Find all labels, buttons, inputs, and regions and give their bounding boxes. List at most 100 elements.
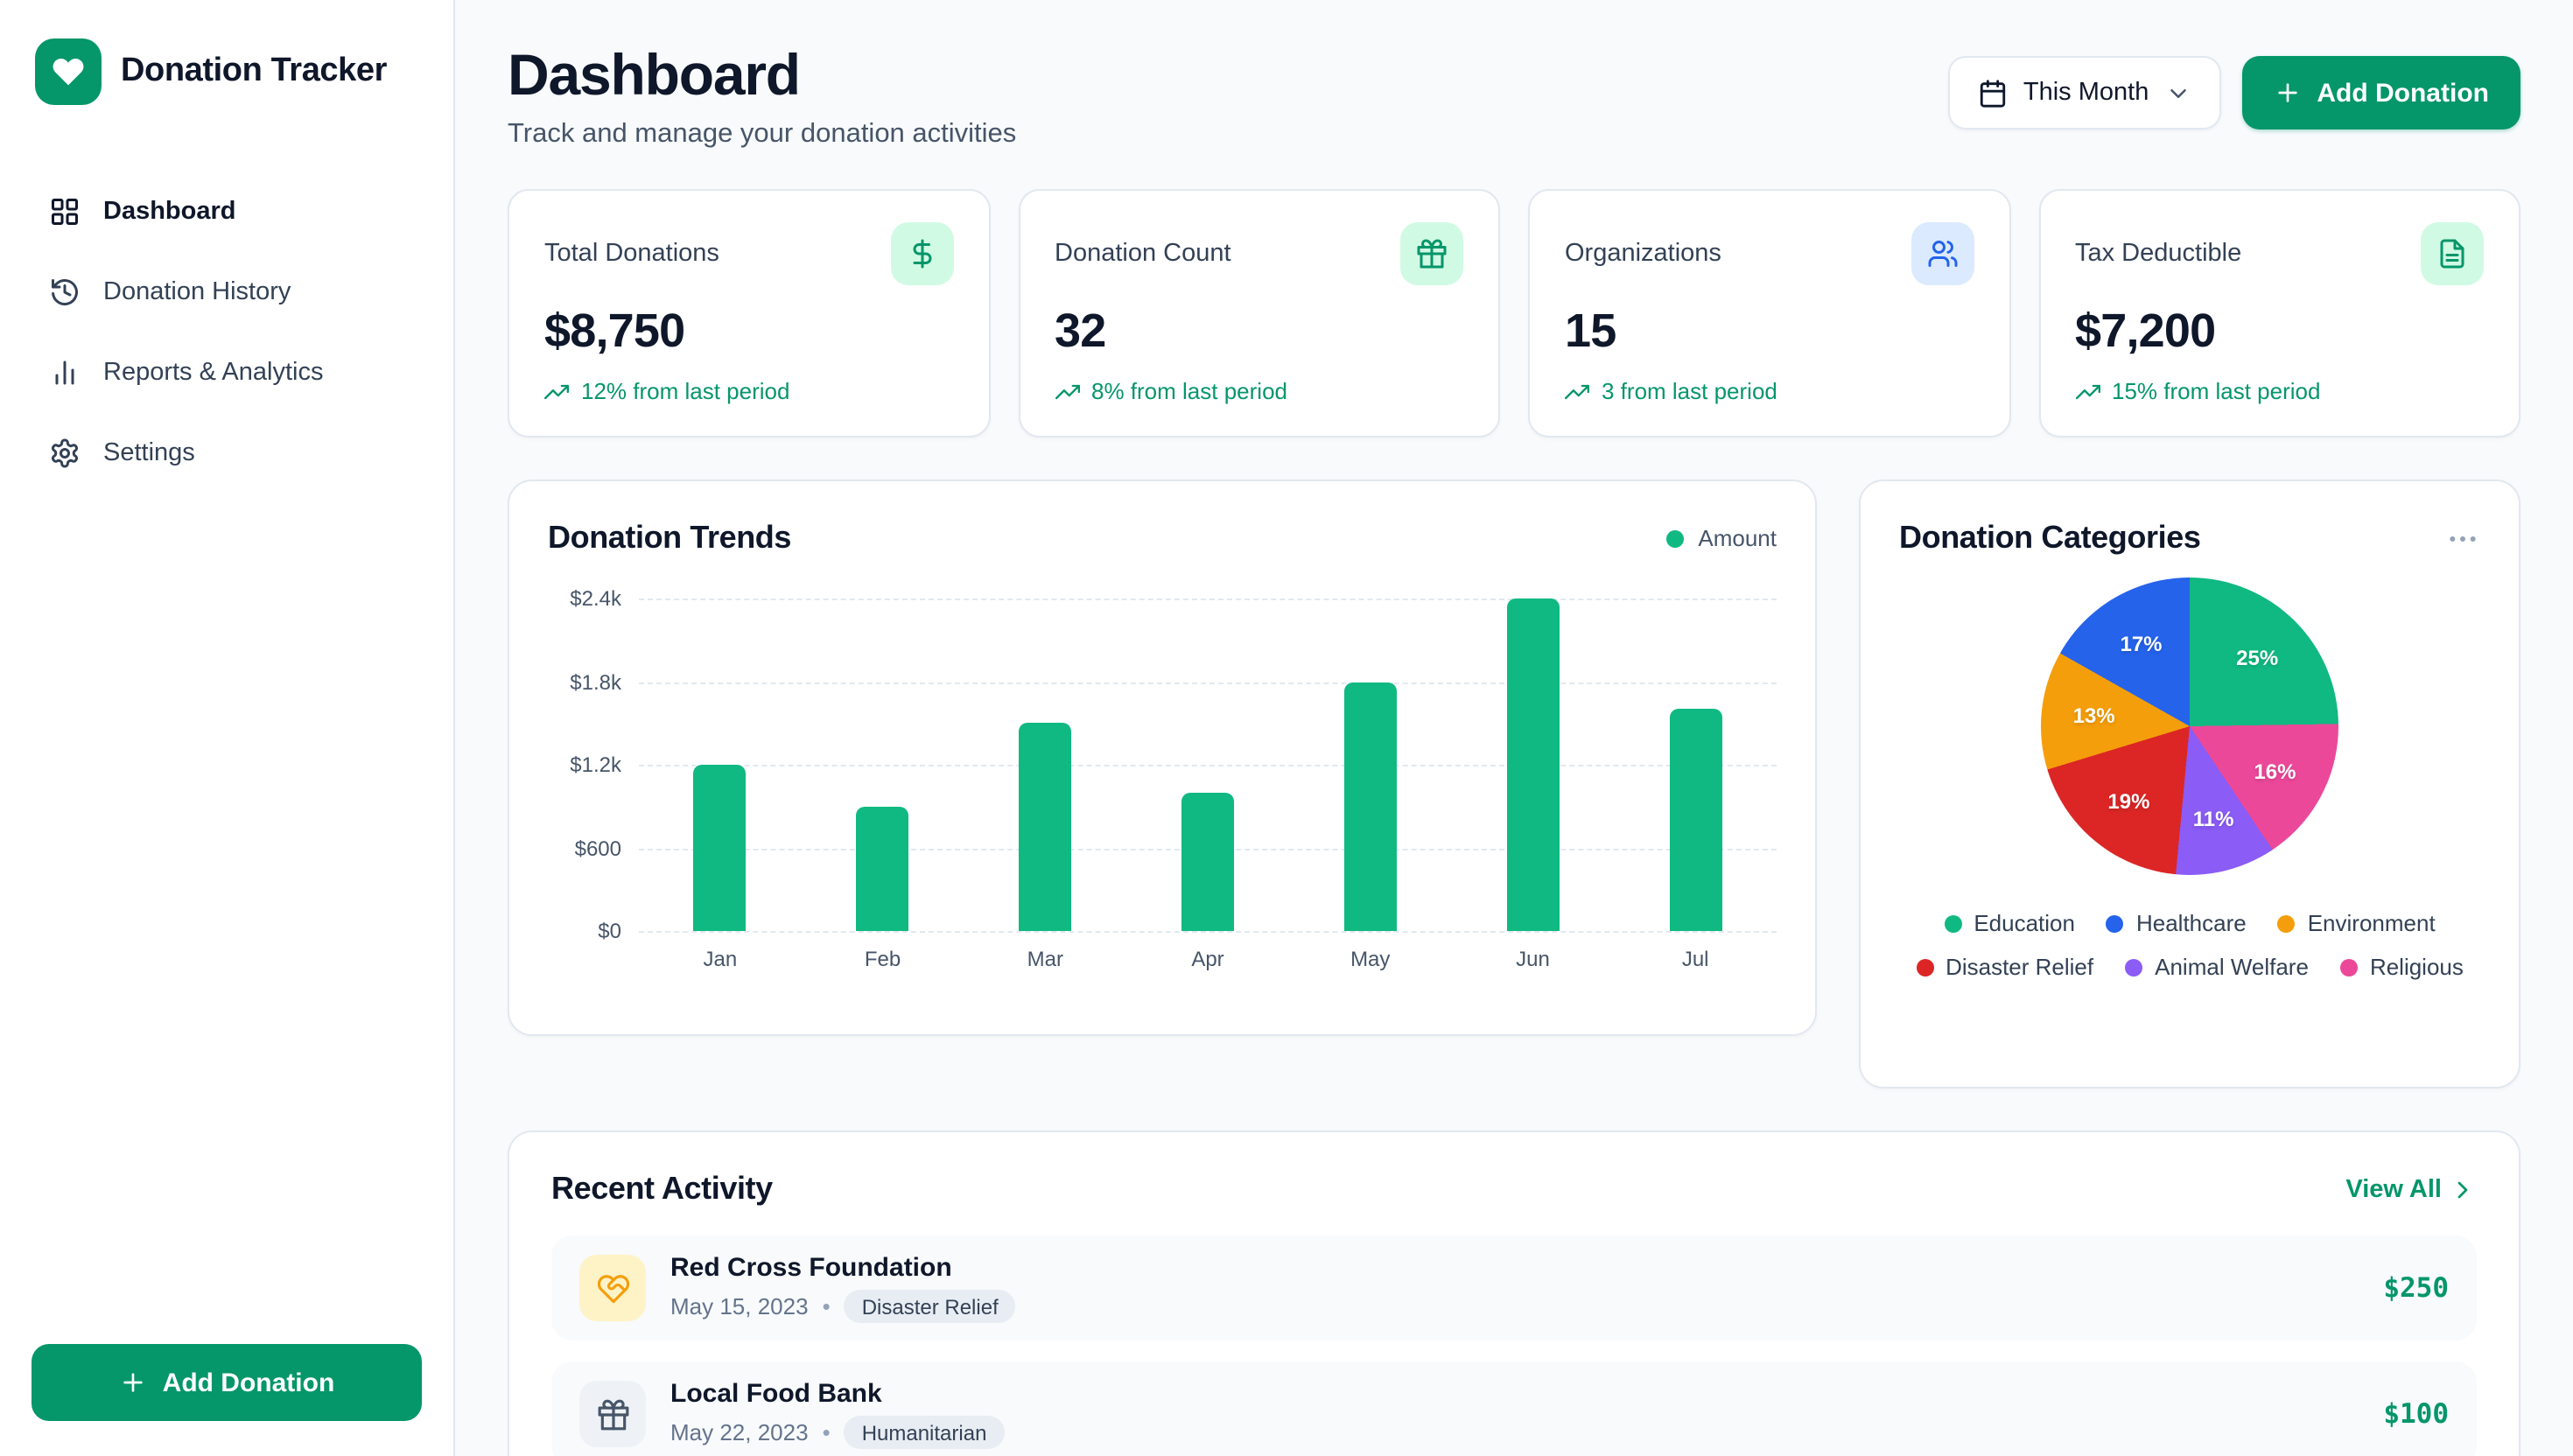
stat-value: 32 [1055,304,1106,357]
x-tick-label: Jul [1681,947,1709,971]
x-tick-label: Jan [703,947,738,971]
pie-label-healthcare: 17% [2120,631,2163,655]
activity-item-local-food-bank[interactable]: Local Food Bank May 22, 2023 • Humanitar… [551,1362,2477,1456]
sidebar-item-dashboard[interactable]: Dashboard [32,178,422,245]
pie-label-disaster-relief: 19% [2107,788,2150,814]
y-axis: $2.4k $1.8k $1.2k $600 $0 [548,586,639,943]
calendar-icon [1980,79,2006,107]
stat-card-donation-count: Donation Count 32 8% from last period [1018,189,1500,438]
trending-up-icon [2075,383,2100,399]
trending-up-icon [1055,383,1079,399]
pie-label-education: 25% [2236,645,2279,670]
bar-jun [1506,598,1560,931]
chevron-down-icon [2170,88,2186,97]
add-donation-button-header[interactable]: Add Donation [2241,56,2520,130]
stat-change: 3 from last period [1565,378,1974,404]
legend-dot [2277,914,2296,932]
sidebar-item-donation-history[interactable]: Donation History [32,259,422,326]
activity-category-badge: Disaster Relief [844,1290,1016,1323]
legend-item-healthcare: Healthcare [2106,910,2247,936]
bar-jan [693,765,747,931]
pie-label-environment: 13% [2072,704,2115,729]
stat-label: Tax Deductible [2075,240,2242,268]
legend-dot [2106,914,2124,932]
legend-dot [1944,914,1962,932]
meta-separator: • [822,1293,831,1320]
stat-value: $7,200 [2075,304,2216,357]
recent-activity-title: Recent Activity [551,1171,773,1206]
nav-label: Reports & Analytics [103,359,324,387]
donation-trends-card: Donation Trends Amount $2.4k $1.8k $1.2k $6… [508,480,1817,1036]
chevron-right-icon [2457,1180,2468,1198]
stat-label: Donation Count [1055,240,1231,268]
legend-label: Disaster Relief [1946,954,2094,980]
legend-label: Healthcare [2135,910,2247,936]
donation-trends-title: Donation Trends [548,520,792,555]
sidebar-nav: Dashboard Donation History Reports & Ana… [32,178,422,486]
add-donation-label: Add Donation [2317,78,2489,108]
pie-label-religious: 16% [2254,759,2296,783]
bar-jul [1669,709,1722,931]
sidebar-item-reports-analytics[interactable]: Reports & Analytics [32,340,422,406]
activity-item-red-cross[interactable]: Red Cross Foundation May 15, 2023 • Disa… [551,1236,2477,1340]
gift-icon [579,1381,646,1447]
app-logo: Donation Tracker [32,38,422,105]
stat-change: 12% from last period [544,378,953,404]
page-header: Dashboard Track and manage your donation… [508,42,2520,150]
nav-label: Dashboard [103,198,236,226]
legend-label: Environment [2307,910,2436,936]
stat-card-organizations: Organizations 15 3 from last period [1528,189,2010,438]
x-tick-label: Jun [1516,947,1550,971]
history-clock-icon [52,279,78,305]
stat-label: Total Donations [544,240,719,268]
sidebar: Donation Tracker Dashboard Donation Hist… [0,0,455,1456]
x-tick-label: May [1350,947,1391,971]
nav-label: Settings [103,439,195,467]
legend-dot [2339,958,2358,976]
legend-item-education: Education [1944,910,2075,936]
ellipsis-icon [2450,536,2476,541]
bar-feb [856,806,909,931]
trending-up-icon [1565,383,1589,399]
y-tick-label: $1.8k [570,669,621,694]
page-subtitle: Track and manage your donation activitie… [508,119,1017,149]
pie-label-animal-welfare: 11% [2192,807,2234,832]
more-options-button[interactable] [2445,521,2480,556]
heart-logo-icon [35,38,102,105]
activity-name: Red Cross Foundation [670,1253,952,1283]
app-title: Donation Tracker [121,52,388,89]
view-all-link[interactable]: View All [2345,1175,2477,1203]
bar-may [1343,682,1397,931]
add-donation-button-sidebar[interactable]: Add Donation [32,1344,422,1421]
stat-card-tax-deductible: Tax Deductible $7,200 15% from last peri… [2038,189,2520,438]
stat-value: 15 [1565,304,1616,357]
gridline [639,931,1777,933]
categories-pie-chart: 25% 16% 11% 19% 13% 17% [2041,578,2338,875]
gift-icon [1400,222,1463,285]
bar-apr [1181,792,1234,931]
bar-chart-icon [55,360,74,385]
period-selector[interactable]: This Month [1947,56,2221,130]
legend-item-animal-welfare: Animal Welfare [2125,954,2309,980]
y-tick-label: $0 [598,919,621,943]
x-tick-label: Mar [1027,947,1063,971]
donation-categories-title: Donation Categories [1899,520,2201,555]
legend-item-environment: Environment [2277,910,2436,936]
hand-heart-icon [579,1255,646,1321]
activity-date: May 22, 2023 [670,1419,809,1446]
nav-label: Donation History [103,278,291,306]
stat-change: 15% from last period [2075,378,2484,404]
users-icon [1910,222,1974,285]
file-text-icon [2421,222,2484,285]
meta-separator: • [822,1419,831,1446]
legend-label: Amount [1698,525,1777,551]
add-donation-label: Add Donation [162,1368,335,1397]
activity-amount: $250 [2383,1272,2449,1304]
legend-item-religious: Religious [2339,954,2464,980]
sidebar-item-settings[interactable]: Settings [32,420,422,486]
activity-date: May 15, 2023 [670,1293,809,1320]
stat-value: $8,750 [544,304,685,357]
categories-legend: Education Healthcare Environment Disaster R… [1899,910,2480,980]
period-selector-label: This Month [2023,79,2149,107]
